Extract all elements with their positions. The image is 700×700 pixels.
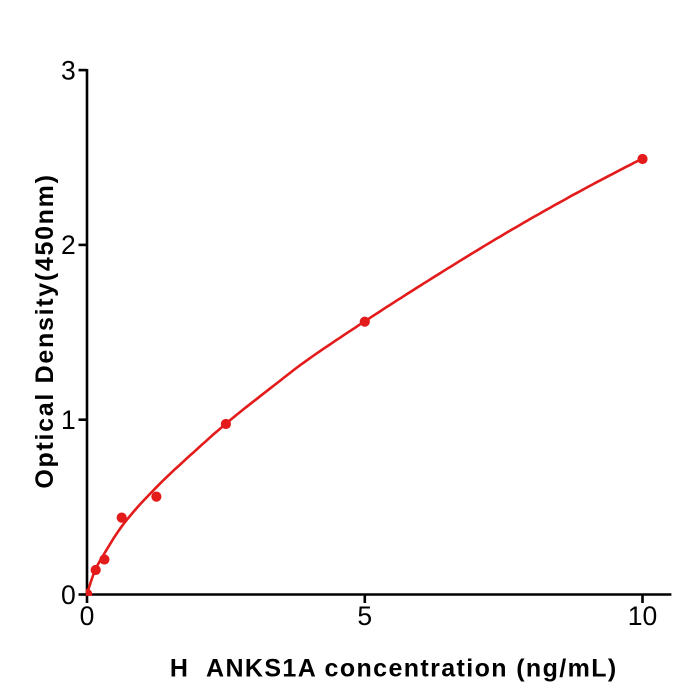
svg-text:0: 0 [80,601,95,631]
svg-text:3: 3 [61,55,76,85]
svg-text:10: 10 [628,601,657,631]
svg-text:0: 0 [61,580,76,610]
svg-text:1: 1 [61,405,76,435]
svg-text:5: 5 [357,601,372,631]
svg-text:H ANKS1A concentration (ng/mL: H ANKS1A concentration (ng/mL) [170,655,616,683]
svg-text:Optical Density(450nm): Optical Density(450nm) [31,175,59,489]
svg-text:2: 2 [61,230,76,260]
